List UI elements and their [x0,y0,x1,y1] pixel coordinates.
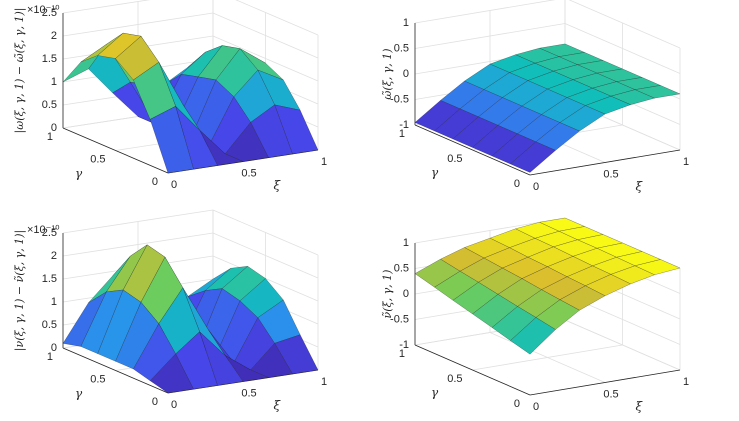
surface-facet [510,317,556,355]
grid-line [212,35,319,82]
z-tick-label: 0.5 [42,99,57,111]
grid-line [414,23,566,49]
y-axis-label: γ [431,386,439,400]
exponent-label: ×10⁻¹⁰ [27,4,60,16]
x-tick-label: 1 [683,376,689,388]
exponent-label: ×10⁻¹⁰ [27,224,60,236]
grid-line [62,12,214,37]
z-tick-label: 1.5 [42,273,57,285]
y-axis-label: γ [75,167,83,181]
x-axis-label: ξ [636,179,644,193]
x-tick-label: 0 [533,181,539,193]
surface-facet [510,141,556,173]
axis-line [529,369,681,396]
y-tick-label: 1 [399,348,405,360]
grid-line [235,0,319,36]
x-tick-label: 1 [321,376,327,388]
z-tick-label: 1 [51,296,57,308]
y-tick-label: 0 [152,396,158,408]
y-axis-label: γ [75,387,83,401]
z-tick-label: 2.5 [42,227,57,239]
axis-line [62,347,169,394]
z-axis-label: |ω(ξ, γ, 1) − ω̃(ξ, γ, 1)| [13,8,27,134]
y-axis-label: γ [431,166,439,180]
y-tick-label: 0.5 [90,153,105,165]
z-tick-label: 0 [51,122,57,134]
x-tick-label: 1 [683,156,689,168]
x-tick-label: 0 [533,401,539,413]
y-tick-label: 0 [514,398,520,410]
grid-line [212,12,319,59]
z-tick-label: -1 [399,339,409,351]
z-axis-label: ν̃(ξ, γ, 1) [381,270,394,319]
z-tick-label: 1.5 [42,53,57,65]
y-tick-label: 0.5 [90,373,105,385]
x-tick-label: 0.5 [603,168,618,180]
z-axis-label: ω̃(ξ, γ, 1) [381,48,394,99]
z-tick-label: 2 [51,250,57,262]
grid-line [564,23,681,74]
grid-line [212,232,319,279]
y-tick-label: 0 [152,176,158,188]
grid-line [564,319,681,371]
z-tick-label: 0.5 [42,319,57,331]
grid-line [414,0,556,24]
x-tick-label: 0 [171,399,177,411]
grid-line [62,232,214,257]
surface-facet [149,105,194,174]
axis-line [414,344,531,396]
x-tick-label: 0 [171,179,177,191]
z-tick-label: 0 [403,68,409,80]
z-tick-label: 0.5 [394,262,409,274]
z-tick-label: 1 [403,237,409,249]
grid-line [62,0,151,14]
x-tick-label: 0.5 [603,388,618,400]
y-tick-label: 1 [47,131,53,143]
grid-line [472,344,623,371]
y-tick-label: 1 [399,128,405,140]
z-tick-label: -1 [399,119,409,131]
grid-line [568,0,681,49]
x-tick-label: 1 [321,156,327,168]
x-axis-label: ξ [274,179,282,193]
surface-facet [149,353,194,394]
z-tick-label: 0 [51,342,57,354]
x-tick-label: 0.5 [241,167,256,179]
y-tick-label: 0.5 [447,373,462,385]
x-axis-label: ξ [274,399,282,413]
z-tick-label: 2.5 [42,7,57,19]
y-tick-label: 1 [47,351,53,363]
z-tick-label: 1 [403,17,409,29]
x-axis-label: ξ [636,399,644,413]
z-tick-label: -0.5 [390,93,409,105]
axis-line [414,124,531,176]
z-tick-label: -0.5 [390,313,409,325]
z-axis-label: |ν(ξ, γ, 1) − ν̃(ξ, γ, 1)| [13,230,27,351]
z-tick-label: 0.5 [394,42,409,54]
y-tick-label: 0 [514,178,520,190]
z-tick-label: 2 [51,30,57,42]
x-tick-label: 0.5 [241,387,256,399]
z-tick-label: 0 [403,288,409,300]
grid-line [62,209,214,234]
y-tick-label: 0.5 [447,153,462,165]
axis-line [62,127,169,174]
z-tick-label: 1 [51,76,57,88]
grid-line [212,209,319,256]
axis-line [529,149,681,176]
